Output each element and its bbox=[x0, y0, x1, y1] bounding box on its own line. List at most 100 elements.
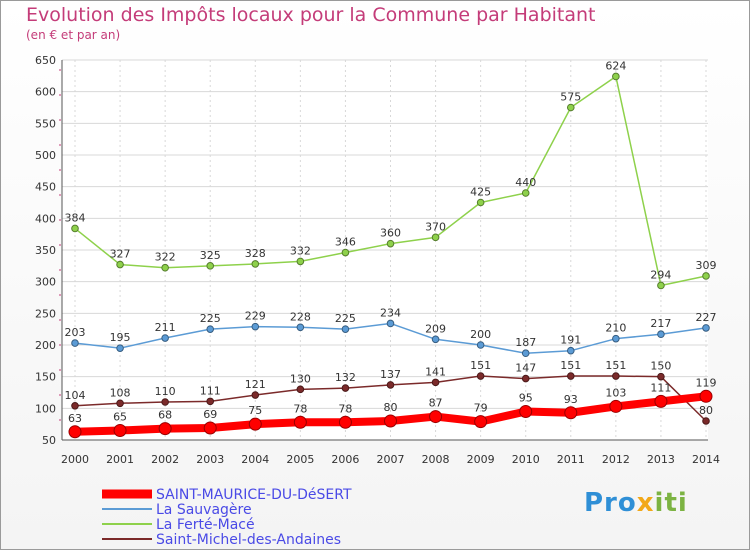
data-label: 575 bbox=[560, 91, 581, 104]
series-2-point bbox=[521, 189, 530, 197]
data-label: 108 bbox=[110, 386, 131, 399]
series-0-point bbox=[609, 399, 623, 413]
series-0-point bbox=[338, 415, 352, 429]
chart-title: Evolution des Impôts locaux pour la Comm… bbox=[26, 4, 596, 26]
series-1-point bbox=[657, 330, 665, 339]
series-3-point bbox=[206, 397, 215, 406]
y-tick-label: 600 bbox=[35, 86, 56, 99]
y-tick-label: 400 bbox=[35, 212, 56, 225]
x-tick-label: 2002 bbox=[151, 453, 179, 466]
x-tick-label: 2013 bbox=[647, 453, 675, 466]
data-label: 151 bbox=[470, 359, 491, 372]
series-2-point bbox=[476, 198, 485, 207]
x-tick-label: 2012 bbox=[602, 453, 630, 466]
data-label: 141 bbox=[425, 365, 446, 378]
x-tick-label: 2003 bbox=[196, 453, 224, 466]
x-tick-label: 2014 bbox=[692, 453, 720, 466]
series-3-point bbox=[341, 384, 350, 392]
series-2-point bbox=[702, 272, 710, 280]
series-0-point bbox=[384, 414, 397, 428]
data-label: 119 bbox=[696, 376, 717, 389]
data-label: 225 bbox=[335, 312, 356, 325]
data-label: 75 bbox=[248, 404, 262, 417]
series-0-point bbox=[429, 410, 443, 424]
series-3-point bbox=[161, 398, 169, 406]
data-label: 69 bbox=[203, 408, 217, 421]
series-3-point bbox=[431, 378, 440, 387]
data-label: 65 bbox=[113, 411, 127, 424]
data-label: 294 bbox=[650, 268, 671, 281]
series-1-point bbox=[206, 325, 215, 333]
data-label: 322 bbox=[155, 251, 176, 264]
data-label: 200 bbox=[470, 328, 491, 341]
series-3-point bbox=[702, 417, 710, 425]
series-1-point bbox=[702, 324, 710, 332]
x-tick-label: 2011 bbox=[557, 453, 585, 466]
series-1-point bbox=[251, 322, 260, 331]
series-3-point bbox=[566, 372, 575, 380]
proxiti-logo: Proxiti bbox=[584, 488, 688, 518]
series-3-point bbox=[386, 381, 395, 389]
data-label: 63 bbox=[68, 412, 82, 425]
x-tick-label: 2004 bbox=[241, 453, 269, 466]
data-label: 121 bbox=[245, 378, 266, 391]
data-label: 150 bbox=[650, 360, 671, 373]
series-2-point bbox=[386, 239, 395, 248]
y-tick-label: 500 bbox=[35, 149, 56, 162]
data-label: 147 bbox=[515, 362, 536, 375]
series-3-point bbox=[476, 372, 485, 380]
data-label: 211 bbox=[155, 321, 176, 334]
series-0-point bbox=[293, 415, 307, 429]
series-1-point bbox=[161, 334, 169, 342]
data-label: 229 bbox=[245, 310, 266, 323]
series-1-point bbox=[521, 349, 530, 358]
series-3-point bbox=[521, 374, 530, 383]
data-label: 228 bbox=[290, 310, 311, 323]
series-0-point bbox=[203, 421, 217, 435]
series-3-point bbox=[251, 391, 260, 399]
data-label: 111 bbox=[650, 381, 671, 394]
series-3-point bbox=[296, 385, 305, 394]
data-label: 103 bbox=[605, 386, 626, 399]
series-1-point bbox=[386, 319, 395, 328]
series-2-point bbox=[566, 103, 575, 112]
series-2-point bbox=[206, 262, 215, 270]
series-2-point bbox=[251, 260, 260, 268]
data-label: 137 bbox=[380, 368, 401, 381]
data-label-layer: 203 195 211 225 229 228 225 234 209 200 187 191 210 2… bbox=[65, 59, 717, 424]
legend-label: La Sauvagère bbox=[156, 502, 252, 518]
series-1-point bbox=[566, 346, 575, 355]
series-2-point bbox=[612, 72, 620, 81]
data-label: 78 bbox=[338, 402, 352, 415]
series-0-point bbox=[519, 405, 533, 418]
data-label: 187 bbox=[515, 336, 536, 349]
series-0-point bbox=[564, 406, 578, 420]
data-label: 80 bbox=[699, 404, 713, 417]
x-tick-label: 2005 bbox=[286, 453, 314, 466]
y-tick-label: 650 bbox=[35, 54, 56, 67]
x-tick-label: 2007 bbox=[377, 453, 405, 466]
x-tick-label: 2008 bbox=[422, 453, 450, 466]
legend-label: SAINT-MAURICE-DU-DéSERT bbox=[156, 487, 352, 503]
series-0-point bbox=[248, 417, 262, 431]
data-label: 79 bbox=[474, 402, 488, 415]
y-tick-label: 350 bbox=[35, 244, 56, 257]
data-label: 440 bbox=[515, 176, 536, 189]
y-tick-label: 450 bbox=[35, 181, 56, 194]
series-1-point bbox=[296, 323, 305, 332]
data-label: 132 bbox=[335, 371, 356, 384]
data-label: 328 bbox=[245, 247, 266, 260]
series-1-point bbox=[116, 344, 124, 352]
data-label: 217 bbox=[650, 317, 671, 330]
data-label: 425 bbox=[470, 186, 491, 199]
series-0-point bbox=[113, 424, 127, 437]
x-tick-label: 2010 bbox=[512, 453, 540, 466]
data-label: 93 bbox=[564, 393, 578, 406]
logo-part: iti bbox=[654, 488, 688, 518]
series-0-point bbox=[654, 394, 668, 408]
data-label: 327 bbox=[110, 248, 131, 261]
data-label: 346 bbox=[335, 236, 356, 249]
data-label: 78 bbox=[293, 402, 307, 415]
